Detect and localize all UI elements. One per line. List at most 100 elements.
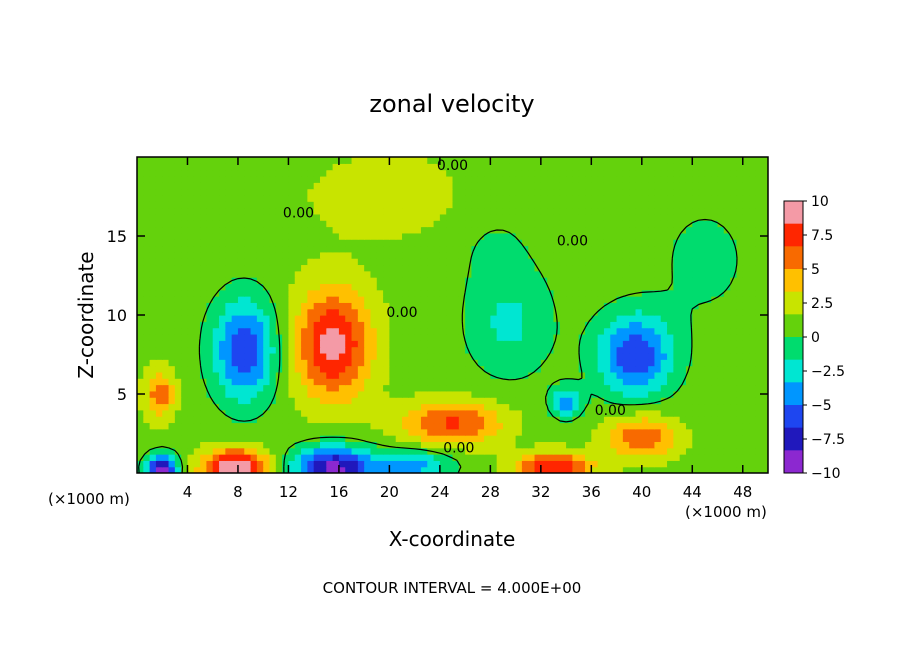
field-cell: [193, 232, 201, 240]
field-cell: [446, 315, 454, 322]
field-cell: [282, 371, 290, 379]
field-cell: [559, 245, 567, 253]
field-cell: [622, 378, 630, 386]
field-cell: [181, 201, 189, 209]
field-cell: [143, 321, 151, 329]
field-cell: [181, 270, 189, 278]
field-cell: [326, 416, 334, 424]
field-cell: [439, 270, 447, 278]
field-cell: [559, 207, 567, 215]
field-cell: [256, 289, 264, 297]
field-cell: [540, 169, 548, 177]
field-cell: [263, 226, 271, 234]
field-cell: [351, 365, 359, 373]
field-cell: [534, 213, 542, 221]
field-cell: [332, 447, 340, 455]
field-cell: [345, 416, 353, 424]
field-cell: [641, 245, 649, 253]
field-cell: [654, 258, 662, 266]
field-cell: [553, 466, 561, 473]
field-cell: [761, 194, 768, 202]
field-cell: [547, 403, 555, 411]
field-cell: [755, 188, 763, 196]
field-cell: [547, 251, 555, 259]
field-cell: [288, 277, 296, 284]
field-cell: [717, 403, 725, 411]
field-cell: [566, 384, 573, 392]
field-cell: [155, 397, 163, 405]
field-cell: [402, 277, 409, 284]
field-cell: [553, 289, 561, 297]
field-cell: [446, 454, 454, 461]
field-cell: [471, 371, 479, 379]
field-cell: [332, 194, 340, 202]
field-cell: [755, 390, 763, 398]
field-cell: [231, 352, 239, 360]
field-cell: [730, 163, 738, 171]
field-cell: [345, 384, 353, 392]
field-cell: [364, 327, 372, 335]
field-cell: [414, 175, 422, 183]
field-cell: [319, 435, 327, 442]
field-cell: [484, 258, 491, 266]
field-cell: [742, 359, 750, 367]
field-cell: [528, 308, 536, 316]
field-cell: [585, 340, 592, 348]
field-cell: [301, 264, 308, 272]
field-cell: [187, 258, 195, 266]
field-cell: [250, 422, 258, 430]
field-cell: [667, 428, 674, 436]
field-cell: [528, 447, 536, 455]
field-cell: [225, 378, 233, 386]
field-cell: [673, 422, 681, 430]
field-cell: [502, 321, 510, 329]
field-cell: [679, 333, 687, 341]
field-cell: [509, 169, 517, 177]
field-cell: [742, 346, 750, 354]
field-cell: [559, 201, 567, 209]
field-cell: [667, 188, 674, 196]
field-cell: [420, 315, 428, 322]
field-cell: [496, 466, 504, 473]
field-cell: [761, 466, 768, 473]
field-cell: [288, 333, 296, 341]
field-cell: [269, 302, 277, 310]
field-cell: [237, 220, 245, 228]
field-cell: [427, 422, 435, 430]
field-cell: [711, 239, 719, 247]
field-cell: [685, 352, 693, 360]
field-cell: [622, 390, 630, 398]
field-cell: [711, 327, 719, 335]
field-cell: [319, 283, 327, 291]
field-cell: [326, 232, 334, 240]
field-cell: [402, 251, 409, 259]
field-cell: [225, 226, 233, 234]
field-cell: [749, 441, 756, 449]
field-cell: [219, 232, 226, 240]
field-cell: [667, 296, 674, 303]
field-cell: [610, 390, 618, 398]
field-cell: [603, 163, 611, 171]
field-cell: [250, 194, 258, 202]
field-cell: [553, 239, 561, 247]
field-cell: [755, 384, 763, 392]
field-cell: [187, 397, 195, 405]
field-cell: [162, 454, 170, 461]
field-cell: [427, 163, 435, 171]
field-cell: [534, 239, 542, 247]
field-cell: [319, 327, 327, 335]
field-cell: [212, 182, 220, 190]
field-cell: [181, 220, 189, 228]
field-cell: [206, 365, 214, 373]
field-cell: [698, 460, 706, 468]
field-cell: [566, 409, 573, 417]
field-cell: [357, 340, 365, 348]
field-cell: [540, 346, 548, 354]
field-cell: [313, 169, 321, 177]
field-cell: [206, 397, 214, 405]
field-cell: [496, 163, 504, 171]
field-cell: [370, 333, 378, 341]
field-cell: [635, 346, 643, 354]
field-cell: [736, 384, 744, 392]
field-cell: [149, 258, 157, 266]
